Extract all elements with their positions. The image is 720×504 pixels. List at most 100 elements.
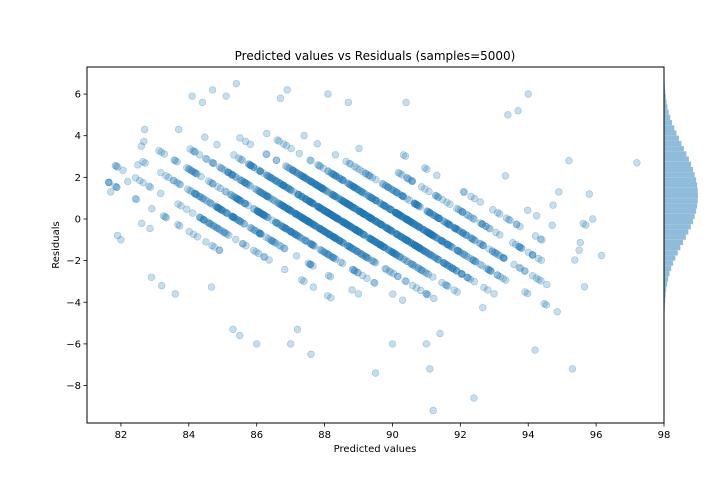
scatter-point	[491, 248, 499, 257]
scatter-point	[394, 231, 402, 239]
scatter-point	[364, 233, 372, 241]
scatter-point	[315, 203, 323, 211]
scatter-point	[331, 213, 339, 221]
scatter-point	[316, 204, 325, 212]
scatter-point	[416, 223, 424, 232]
scatter-point	[242, 242, 250, 250]
scatter-point	[290, 230, 299, 238]
scatter-point	[446, 200, 454, 208]
scatter-point	[346, 222, 354, 230]
scatter-point	[281, 224, 290, 233]
scatter-point	[486, 267, 495, 275]
scatter-point	[189, 209, 197, 217]
scatter-point	[386, 205, 395, 214]
scatter-point	[440, 217, 449, 226]
scatter-point	[309, 199, 317, 208]
scatter-point	[353, 247, 362, 256]
scatter-point	[405, 196, 414, 204]
scatter-point	[355, 228, 363, 236]
scatter-point	[307, 177, 315, 186]
scatter-point	[363, 274, 371, 282]
scatter-point	[200, 216, 208, 224]
scatter-point	[288, 228, 296, 237]
scatter-point	[392, 188, 401, 196]
scatter-point	[371, 216, 379, 225]
scatter-point	[306, 260, 315, 269]
scatter-point	[376, 220, 384, 228]
scatter-point	[238, 177, 246, 185]
scatter-point	[576, 238, 584, 247]
scatter-point	[229, 213, 237, 221]
scatter-point	[393, 230, 401, 239]
scatter-point	[308, 178, 316, 186]
scatter-point	[365, 213, 374, 222]
scatter-point	[318, 226, 326, 234]
scatter-point	[296, 213, 305, 221]
scatter-point	[357, 249, 365, 258]
scatter-point	[199, 216, 208, 224]
scatter-point	[171, 156, 179, 165]
scatter-point	[187, 187, 196, 196]
scatter-point	[341, 198, 349, 206]
scatter-point	[272, 177, 280, 185]
scatter-point	[400, 256, 409, 264]
scatter-point	[251, 185, 259, 193]
histogram-bar	[664, 224, 691, 230]
scatter-point	[260, 211, 269, 220]
scatter-point	[478, 241, 487, 249]
scatter-point	[131, 174, 140, 182]
scatter-point	[141, 159, 149, 167]
scatter-point	[356, 207, 364, 216]
scatter-point	[223, 230, 231, 238]
scatter-point	[316, 225, 325, 233]
scatter-point	[327, 211, 336, 219]
scatter-point	[348, 265, 357, 274]
scatter-point	[297, 213, 306, 222]
scatter-point	[339, 218, 347, 226]
scatter-point	[389, 270, 398, 278]
scatter-point	[400, 214, 408, 222]
scatter-point	[280, 202, 288, 211]
scatter-point	[245, 181, 253, 189]
scatter-point	[271, 197, 279, 205]
scatter-point	[396, 232, 404, 240]
scatter-point	[388, 248, 397, 256]
scatter-point	[277, 201, 286, 209]
scatter-point	[438, 196, 447, 204]
scatter-point	[426, 209, 434, 217]
scatter-point	[438, 237, 446, 245]
scatter-point	[466, 213, 475, 221]
scatter-point	[397, 212, 405, 220]
scatter-point	[287, 207, 296, 215]
scatter-point	[349, 182, 357, 191]
scatter-point	[372, 176, 380, 184]
scatter-point	[402, 235, 410, 244]
scatter-point	[230, 214, 239, 222]
scatter-point	[112, 183, 121, 191]
scatter-point	[393, 230, 401, 238]
y-tick-label: 6	[75, 90, 81, 101]
scatter-point	[221, 187, 229, 195]
scatter-point	[534, 254, 543, 263]
scatter-point	[470, 236, 479, 244]
scatter-point	[208, 242, 216, 250]
scatter-point	[459, 188, 468, 196]
scatter-point	[352, 226, 360, 234]
scatter-point	[365, 234, 373, 242]
histogram-bar	[664, 182, 698, 188]
scatter-point	[334, 194, 343, 202]
scatter-point	[190, 147, 198, 156]
scatter-point	[262, 233, 270, 241]
scatter-point	[245, 160, 253, 169]
scatter-point	[319, 205, 327, 214]
scatter-point	[366, 235, 375, 243]
scatter-point	[307, 350, 315, 358]
scatter-point	[537, 256, 545, 264]
scatter-point	[202, 238, 210, 246]
scatter-point	[467, 192, 475, 201]
scatter-point	[427, 230, 435, 238]
scatter-point	[476, 239, 484, 248]
scatter-point	[528, 251, 537, 259]
scatter-point	[335, 237, 344, 245]
